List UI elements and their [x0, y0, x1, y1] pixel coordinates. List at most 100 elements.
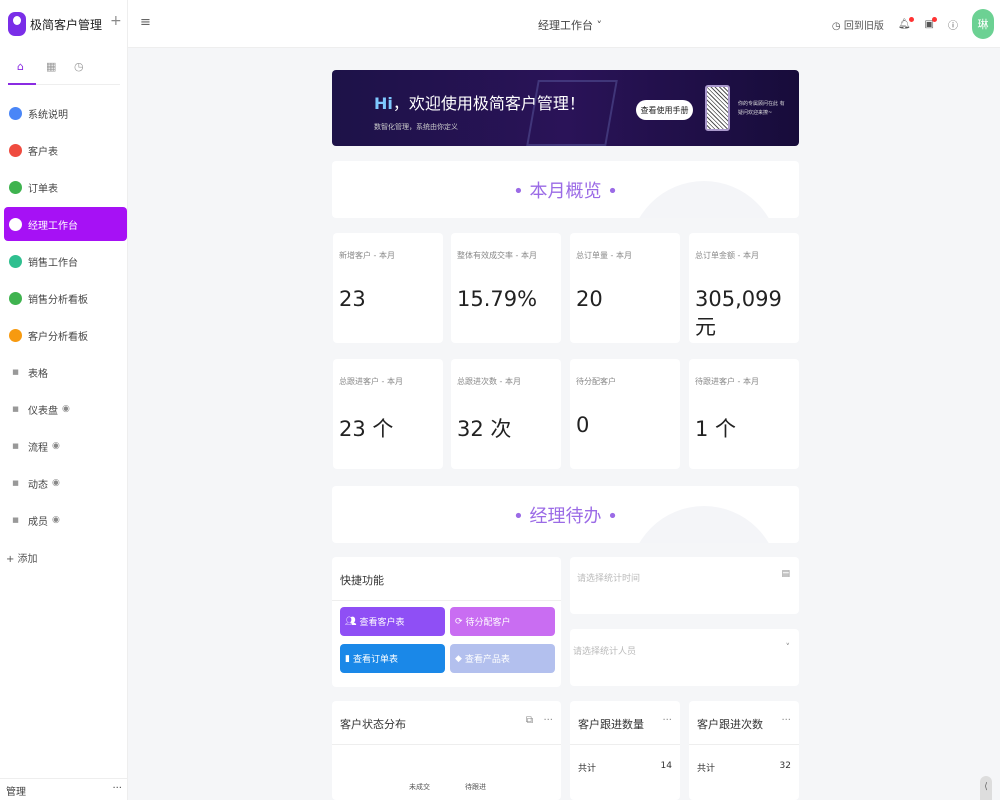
stat-label: 总跟进客户 - 本月 — [339, 377, 403, 386]
welcome-banner: Hi，欢迎使用极简客户管理！ 数智化管理，系统由你定义 查看使用手册 你的专属顾… — [332, 70, 799, 146]
stat-card: 新增客户 - 本月 23 — [333, 233, 443, 343]
help-icon[interactable]: ⓘ — [948, 20, 958, 32]
more-icon[interactable]: ··· — [781, 715, 791, 726]
stat-card: 总跟进次数 - 本月 32 次 — [451, 359, 561, 469]
home-icon[interactable]: ⌂ — [17, 60, 24, 73]
sidebar-item-label: 销售分析看板 — [28, 294, 88, 306]
person-placeholder: 请选择统计人员 — [573, 647, 637, 657]
stat-value: 23 个 — [339, 417, 394, 441]
section-monthly-overview: • 本月概览 • — [332, 161, 799, 218]
quick-action-button[interactable]: 👥︎ 查看客户表 — [340, 607, 445, 636]
sidebar-item[interactable]: 订单表 — [4, 170, 127, 204]
qr-code — [705, 85, 730, 131]
more-icon[interactable]: ··· — [662, 715, 672, 726]
time-filter[interactable]: 请选择统计时间 ▤ — [570, 557, 799, 614]
sidebar-item[interactable]: 系统说明 — [4, 96, 127, 130]
section-title: • 本月概览 • — [513, 180, 618, 202]
calendar-icon[interactable]: ▤ — [781, 569, 790, 579]
sidebar-item[interactable]: ■ 流程 ◉ — [4, 429, 127, 463]
back-label: 回到旧版 — [843, 20, 884, 32]
follow-times-panel: 客户跟进次数 ··· 共计 32 — [689, 701, 799, 800]
menu-icon[interactable]: ≡ — [140, 15, 151, 30]
add-label: + 添加 — [6, 553, 38, 565]
sidebar-item-icon: ■ — [12, 368, 19, 376]
quick-action-button[interactable]: ◆ 查看产品表 — [450, 644, 555, 673]
stat-value: 23 — [339, 287, 366, 311]
sidebar-item-label: 表格 — [28, 368, 48, 380]
sidebar-item[interactable]: ■ 表格 — [4, 355, 127, 389]
row-value: 14 — [660, 761, 672, 771]
sidebar-item[interactable]: ■ 成员 ◉ — [4, 503, 127, 537]
manage-button[interactable]: 管理 ··· — [0, 778, 128, 800]
add-item-button[interactable]: + 添加 — [4, 540, 127, 574]
sidebar-item[interactable]: 经理工作台 — [4, 207, 127, 241]
row-label: 共计 — [697, 764, 716, 774]
notification-dot — [908, 16, 914, 22]
sidebar-item[interactable]: 客户分析看板 — [4, 318, 127, 352]
view-manual-button[interactable]: 查看使用手册 — [636, 100, 693, 120]
stat-label: 待跟进客户 - 本月 — [695, 377, 759, 386]
bell-icon[interactable]: 🔔︎ — [898, 16, 914, 30]
more-icon[interactable]: ··· — [112, 783, 122, 794]
chart-label: 待跟进 — [465, 783, 486, 791]
button-icon: 👥︎ — [345, 616, 357, 627]
sidebar-item-icon: ■ — [12, 516, 19, 524]
sidebar-item-label: 动态 — [28, 479, 48, 491]
sidebar-item-icon: ■ — [12, 442, 19, 450]
edit-icon[interactable]: ⧉ — [525, 715, 533, 726]
qr-text: 你的专属顾问在此 有疑问欢迎来撩~ — [738, 101, 785, 116]
sidebar-item-label: 客户表 — [28, 146, 58, 158]
divider — [689, 744, 799, 745]
banner-title: Hi，欢迎使用极简客户管理！ — [374, 90, 585, 114]
inbox-icon[interactable]: ▣ — [925, 16, 937, 30]
sidebar-item-label: 经理工作台 — [28, 220, 78, 232]
add-icon[interactable]: + — [110, 13, 122, 29]
sidebar-item-label: 销售工作台 — [28, 257, 78, 269]
stat-card: 整体有效成交率 - 本月 15.79% — [451, 233, 561, 343]
panel-title: 客户跟进数量 — [578, 718, 644, 731]
collapse-handle[interactable]: ⟨ — [980, 776, 992, 800]
header: ≡ 经理工作台 ˅ ◷ 回到旧版 🔔︎ ▣ ⓘ 琳 — [128, 0, 1000, 48]
stat-label: 待分配客户 — [576, 377, 616, 386]
chart-label: 未成交 — [409, 783, 430, 791]
sidebar-item-icon — [9, 143, 22, 157]
divider — [332, 744, 561, 745]
sidebar-item[interactable]: ■ 动态 ◉ — [4, 466, 127, 500]
stat-value: 20 — [576, 287, 603, 311]
stat-value: 15.79% — [457, 287, 538, 311]
grid-icon[interactable]: ▦ — [46, 60, 57, 73]
eye-icon[interactable]: ◉ — [62, 404, 70, 414]
stat-value: 1 个 — [695, 417, 737, 441]
quick-actions-panel: 快捷功能 👥︎ 查看客户表 ⟳ 待分配客户 ▮ 查看订单表 ◆ 查看产品表 — [332, 557, 561, 687]
sidebar-item-icon: ■ — [12, 479, 19, 487]
person-filter[interactable]: 请选择统计人员 ˅ — [570, 629, 799, 686]
manage-label: 管理 — [6, 787, 26, 798]
chevron-down-icon[interactable]: ˅ — [785, 643, 791, 653]
more-icon[interactable]: ··· — [543, 715, 553, 726]
avatar[interactable]: 琳 — [972, 9, 994, 39]
back-old-version-link[interactable]: ◷ 回到旧版 — [832, 17, 884, 32]
button-icon: ▮ — [345, 653, 350, 664]
button-label: 待分配客户 — [465, 618, 511, 628]
sidebar-item[interactable]: 销售分析看板 — [4, 281, 127, 315]
divider — [332, 600, 561, 601]
eye-icon[interactable]: ◉ — [52, 441, 60, 451]
stat-label: 整体有效成交率 - 本月 — [457, 251, 537, 260]
banner-subtitle: 数智化管理，系统由你定义 — [374, 123, 458, 131]
follow-count-panel: 客户跟进数量 ··· 共计 14 — [570, 701, 680, 800]
app-logo — [8, 12, 26, 36]
quick-action-button[interactable]: ⟳ 待分配客户 — [450, 607, 555, 636]
button-icon: ⟳ — [455, 616, 463, 627]
sidebar-item[interactable]: 客户表 — [4, 133, 127, 167]
sidebar-item[interactable]: ■ 仪表盘 ◉ — [4, 392, 127, 426]
page-title-dropdown[interactable]: 经理工作台 ˅ — [538, 19, 602, 32]
sidebar-item-label: 成员 — [28, 516, 48, 528]
quick-action-button[interactable]: ▮ 查看订单表 — [340, 644, 445, 673]
eye-icon[interactable]: ◉ — [52, 478, 60, 488]
sidebar-item[interactable]: 销售工作台 — [4, 244, 127, 278]
stat-card: 总跟进客户 - 本月 23 个 — [333, 359, 443, 469]
clock-icon[interactable]: ◷ — [74, 60, 84, 73]
divider — [570, 744, 680, 745]
app-name: 极简客户管理 — [30, 18, 103, 32]
eye-icon[interactable]: ◉ — [52, 515, 60, 525]
